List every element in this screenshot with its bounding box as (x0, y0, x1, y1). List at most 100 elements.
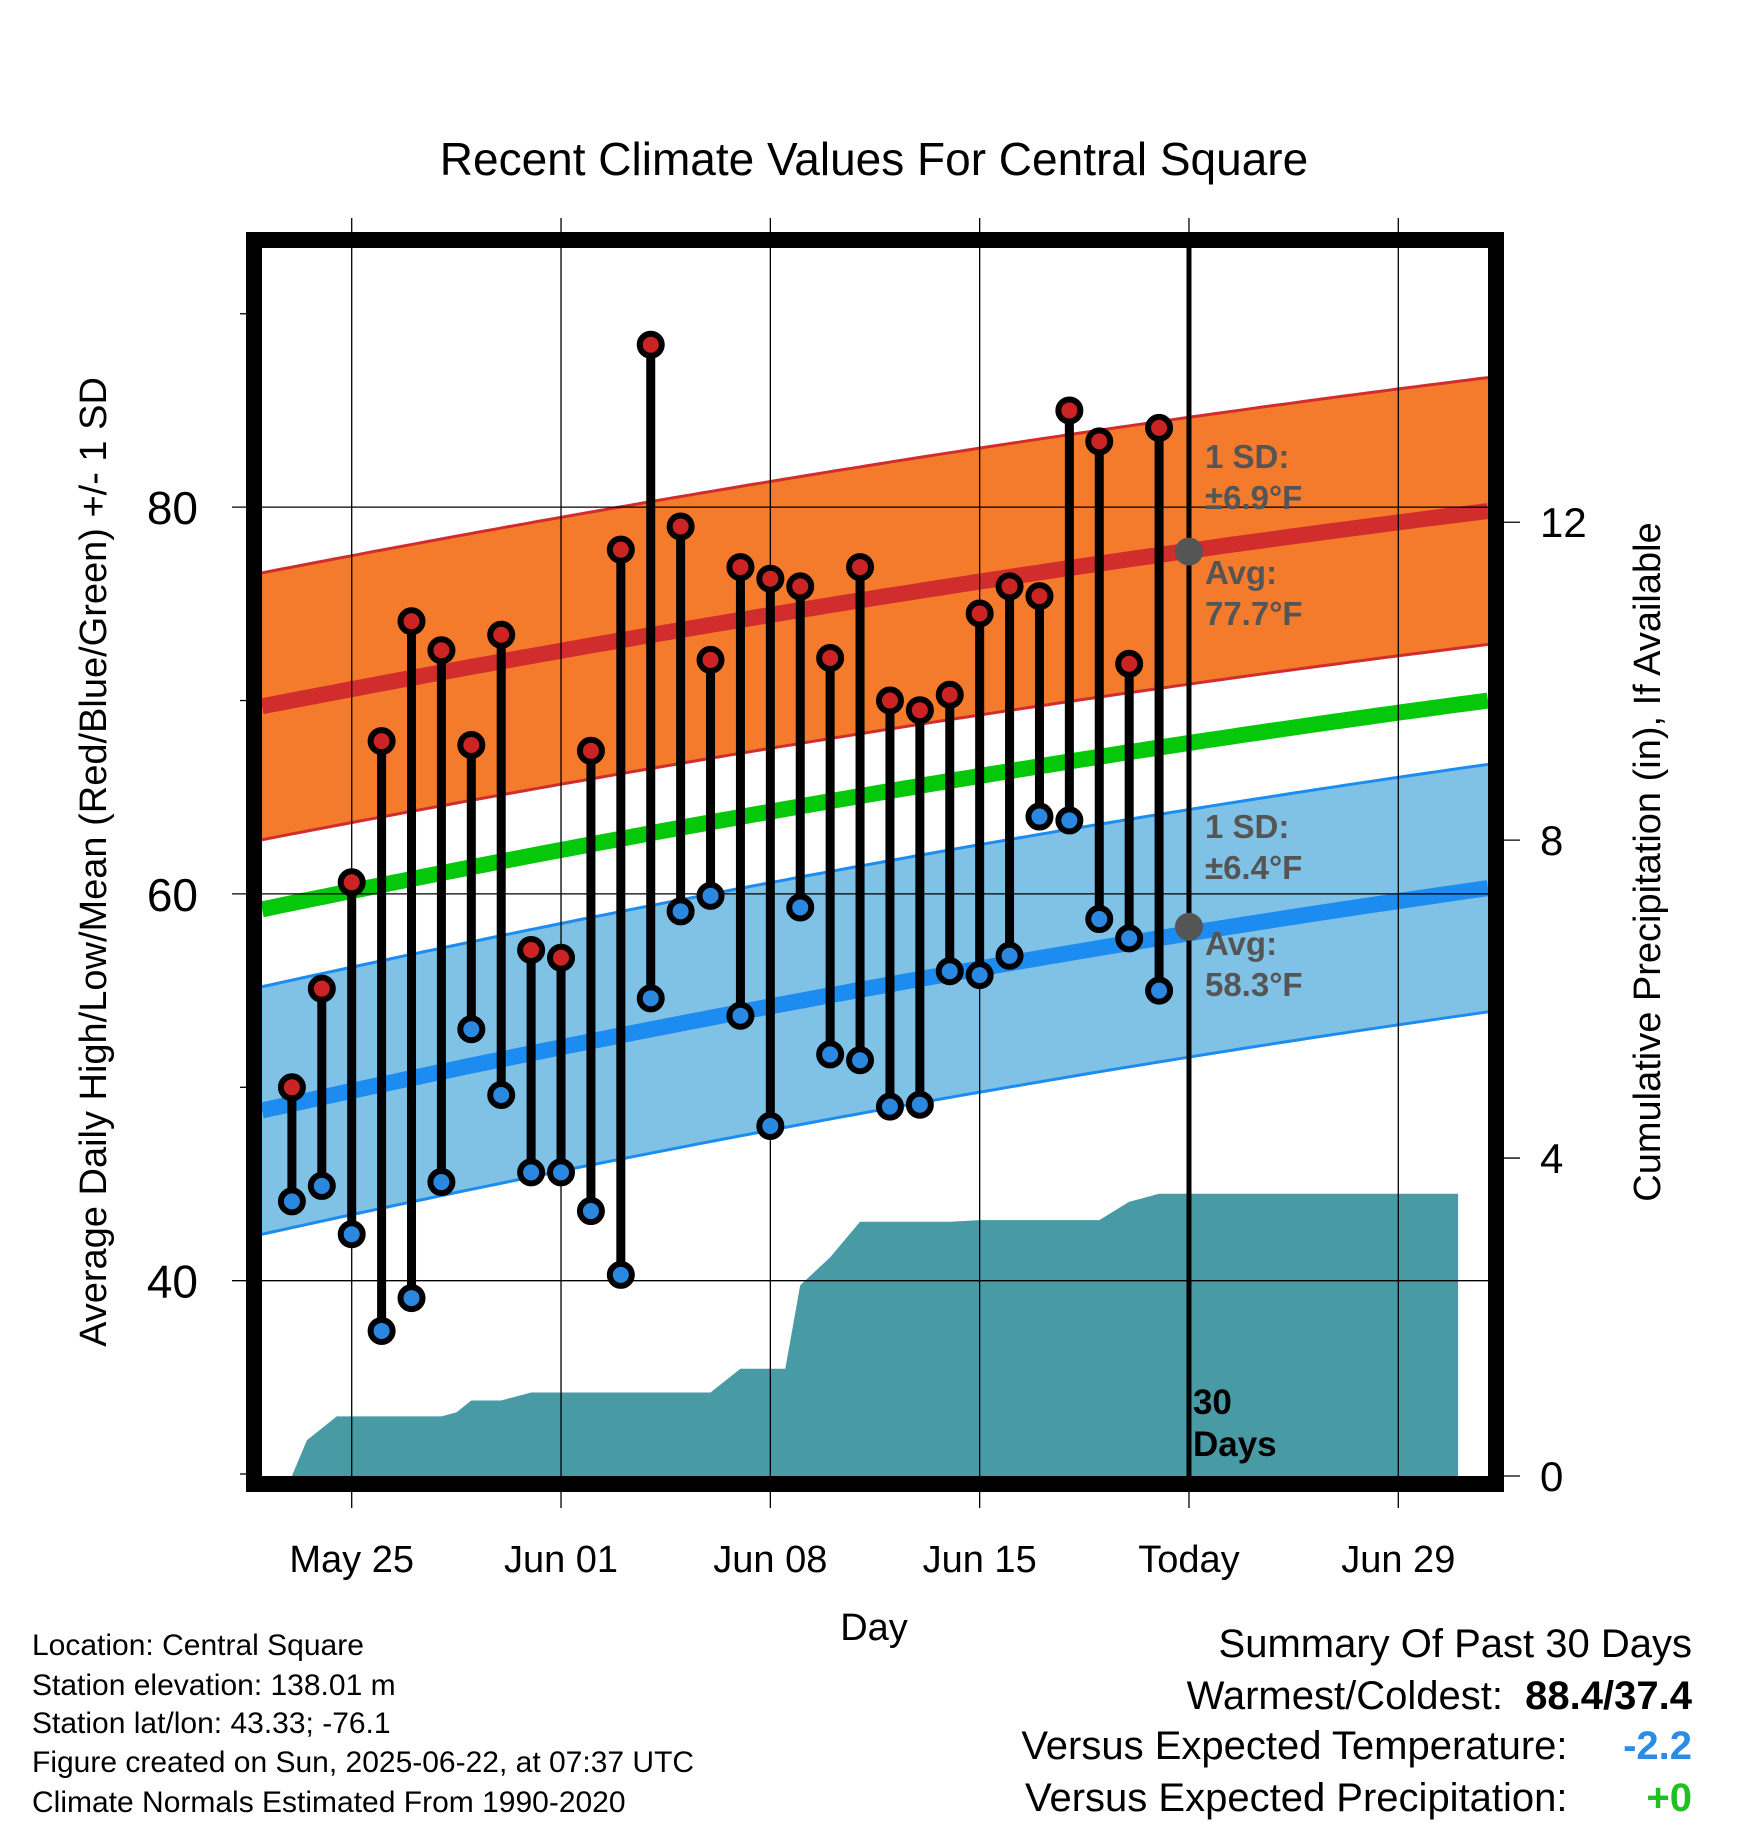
daily-high-point (1145, 413, 1174, 442)
daily-high-point (427, 636, 456, 665)
low-sd-label: 1 SD: (1205, 808, 1289, 845)
daily-low-point (547, 1158, 576, 1187)
daily-low-point (696, 881, 725, 910)
high-sd-value: ±6.9°F (1205, 479, 1302, 516)
y2-tick-label: 12 (1540, 499, 1587, 546)
daily-high-point (756, 564, 785, 593)
low-avg-value: 58.3°F (1205, 966, 1303, 1003)
y-tick-label: 80 (147, 482, 198, 534)
high-avg-value: 77.7°F (1205, 595, 1303, 632)
daily-high-point (367, 727, 396, 756)
normal-low-band-upper-edge (262, 762, 1488, 989)
daily-low-point (1145, 976, 1174, 1005)
daily-high-point (1115, 649, 1144, 678)
low-avg-label: Avg: (1205, 925, 1277, 962)
daily-high-point (696, 645, 725, 674)
chart-title: Recent Climate Values For Central Square (440, 133, 1308, 185)
days-window-label: Days (1193, 1425, 1277, 1464)
daily-low-point (457, 1015, 486, 1044)
normals-text: Climate Normals Estimated From 1990-2020 (32, 1786, 626, 1819)
today-normal-low-marker (1174, 912, 1203, 941)
location-text: Location: Central Square (32, 1629, 364, 1662)
daily-high-point (726, 553, 755, 582)
daily-high-point (666, 512, 695, 541)
warm-cold-value: 88.4/37.4 (1525, 1674, 1692, 1718)
plot-area (262, 248, 1488, 1476)
daily-high-point (816, 643, 845, 672)
normal-high-band (262, 377, 1488, 840)
daily-low-point (875, 1092, 904, 1121)
daily-high-point (846, 553, 875, 582)
daily-low-point (726, 1001, 755, 1030)
normal-low-band (262, 764, 1488, 1235)
high-avg-label: Avg: (1205, 554, 1277, 591)
x-axis-label: Day (840, 1607, 908, 1649)
warm-cold-label: Warmest/Coldest: (1186, 1674, 1503, 1718)
daily-high-point (1055, 396, 1084, 425)
summary-precip: Versus Expected Precipitation: +0 (1025, 1774, 1692, 1822)
daily-high-point (875, 686, 904, 715)
daily-low-point (606, 1260, 635, 1289)
daily-low-point (576, 1197, 605, 1226)
daily-low-point (277, 1187, 306, 1216)
daily-high-point (457, 731, 486, 760)
daily-high-point (1085, 427, 1114, 456)
precip-anomaly-label: Versus Expected Precipitation: (1025, 1776, 1568, 1820)
days-window-number: 30 (1193, 1383, 1232, 1422)
daily-low-point (367, 1316, 396, 1345)
temp-anomaly-label: Versus Expected Temperature: (1021, 1724, 1568, 1768)
summary-warm-cold: Warmest/Coldest: 88.4/37.4 (1187, 1672, 1692, 1720)
daily-high-point (277, 1073, 306, 1102)
daily-high-point (905, 696, 934, 725)
x-tick-label: Jun 01 (504, 1539, 618, 1581)
daily-low-point (636, 984, 665, 1013)
y-axis-label: Average Daily High/Low/Mean (Red/Blue/Gr… (73, 377, 115, 1347)
normal-high-band-upper-edge (262, 376, 1488, 575)
summary-title: Summary Of Past 30 Days (1218, 1622, 1692, 1666)
daily-high-point (606, 535, 635, 564)
daily-low-point (846, 1046, 875, 1075)
x-tick-label: May 25 (289, 1539, 414, 1581)
low-sd-value: ±6.4°F (1205, 849, 1302, 886)
daily-low-point (1085, 905, 1114, 934)
daily-low-point (756, 1111, 785, 1140)
daily-high-point (965, 599, 994, 628)
daily-low-point (337, 1220, 366, 1249)
latlon-text: Station lat/lon: 43.33; -76.1 (32, 1707, 391, 1740)
x-tick-label: Jun 08 (713, 1539, 827, 1581)
daily-low-point (965, 961, 994, 990)
normal-high-line (262, 503, 1488, 715)
daily-low-point (427, 1168, 456, 1197)
daily-high-point (636, 330, 665, 359)
normal-mean-line (262, 692, 1488, 918)
normal-high-band-lower-edge (262, 642, 1488, 842)
y2-tick-label: 8 (1540, 817, 1563, 864)
high-sd-label: 1 SD: (1205, 438, 1289, 475)
daily-low-point (995, 941, 1024, 970)
daily-low-point (905, 1090, 934, 1119)
temp-anomaly-value: -2.2 (1623, 1724, 1692, 1768)
daily-low-point (1025, 802, 1054, 831)
daily-high-point (307, 974, 336, 1003)
daily-low-point (786, 893, 815, 922)
daily-high-point (786, 572, 815, 601)
y-tick-label: 60 (147, 869, 198, 921)
daily-high-point (1025, 582, 1054, 611)
precip-area (291, 1193, 1459, 1476)
y2-tick-label: 4 (1540, 1135, 1563, 1182)
daily-low-point (517, 1158, 546, 1187)
daily-low-point (487, 1081, 516, 1110)
normal-low-line (262, 880, 1488, 1119)
daily-high-point (995, 572, 1024, 601)
daily-high-point (517, 935, 546, 964)
daily-high-point (337, 868, 366, 897)
summary-temp: Versus Expected Temperature: -2.2 (1021, 1722, 1692, 1770)
y2-axis-label: Cumulative Precipitation (in), If Availa… (1627, 522, 1669, 1201)
precip-anomaly-value: +0 (1646, 1776, 1692, 1820)
today-normal-high-marker (1174, 537, 1203, 566)
daily-low-point (935, 957, 964, 986)
daily-low-point (1055, 806, 1084, 835)
daily-high-point (397, 607, 426, 636)
x-tick-label: Jun 15 (923, 1539, 1037, 1581)
